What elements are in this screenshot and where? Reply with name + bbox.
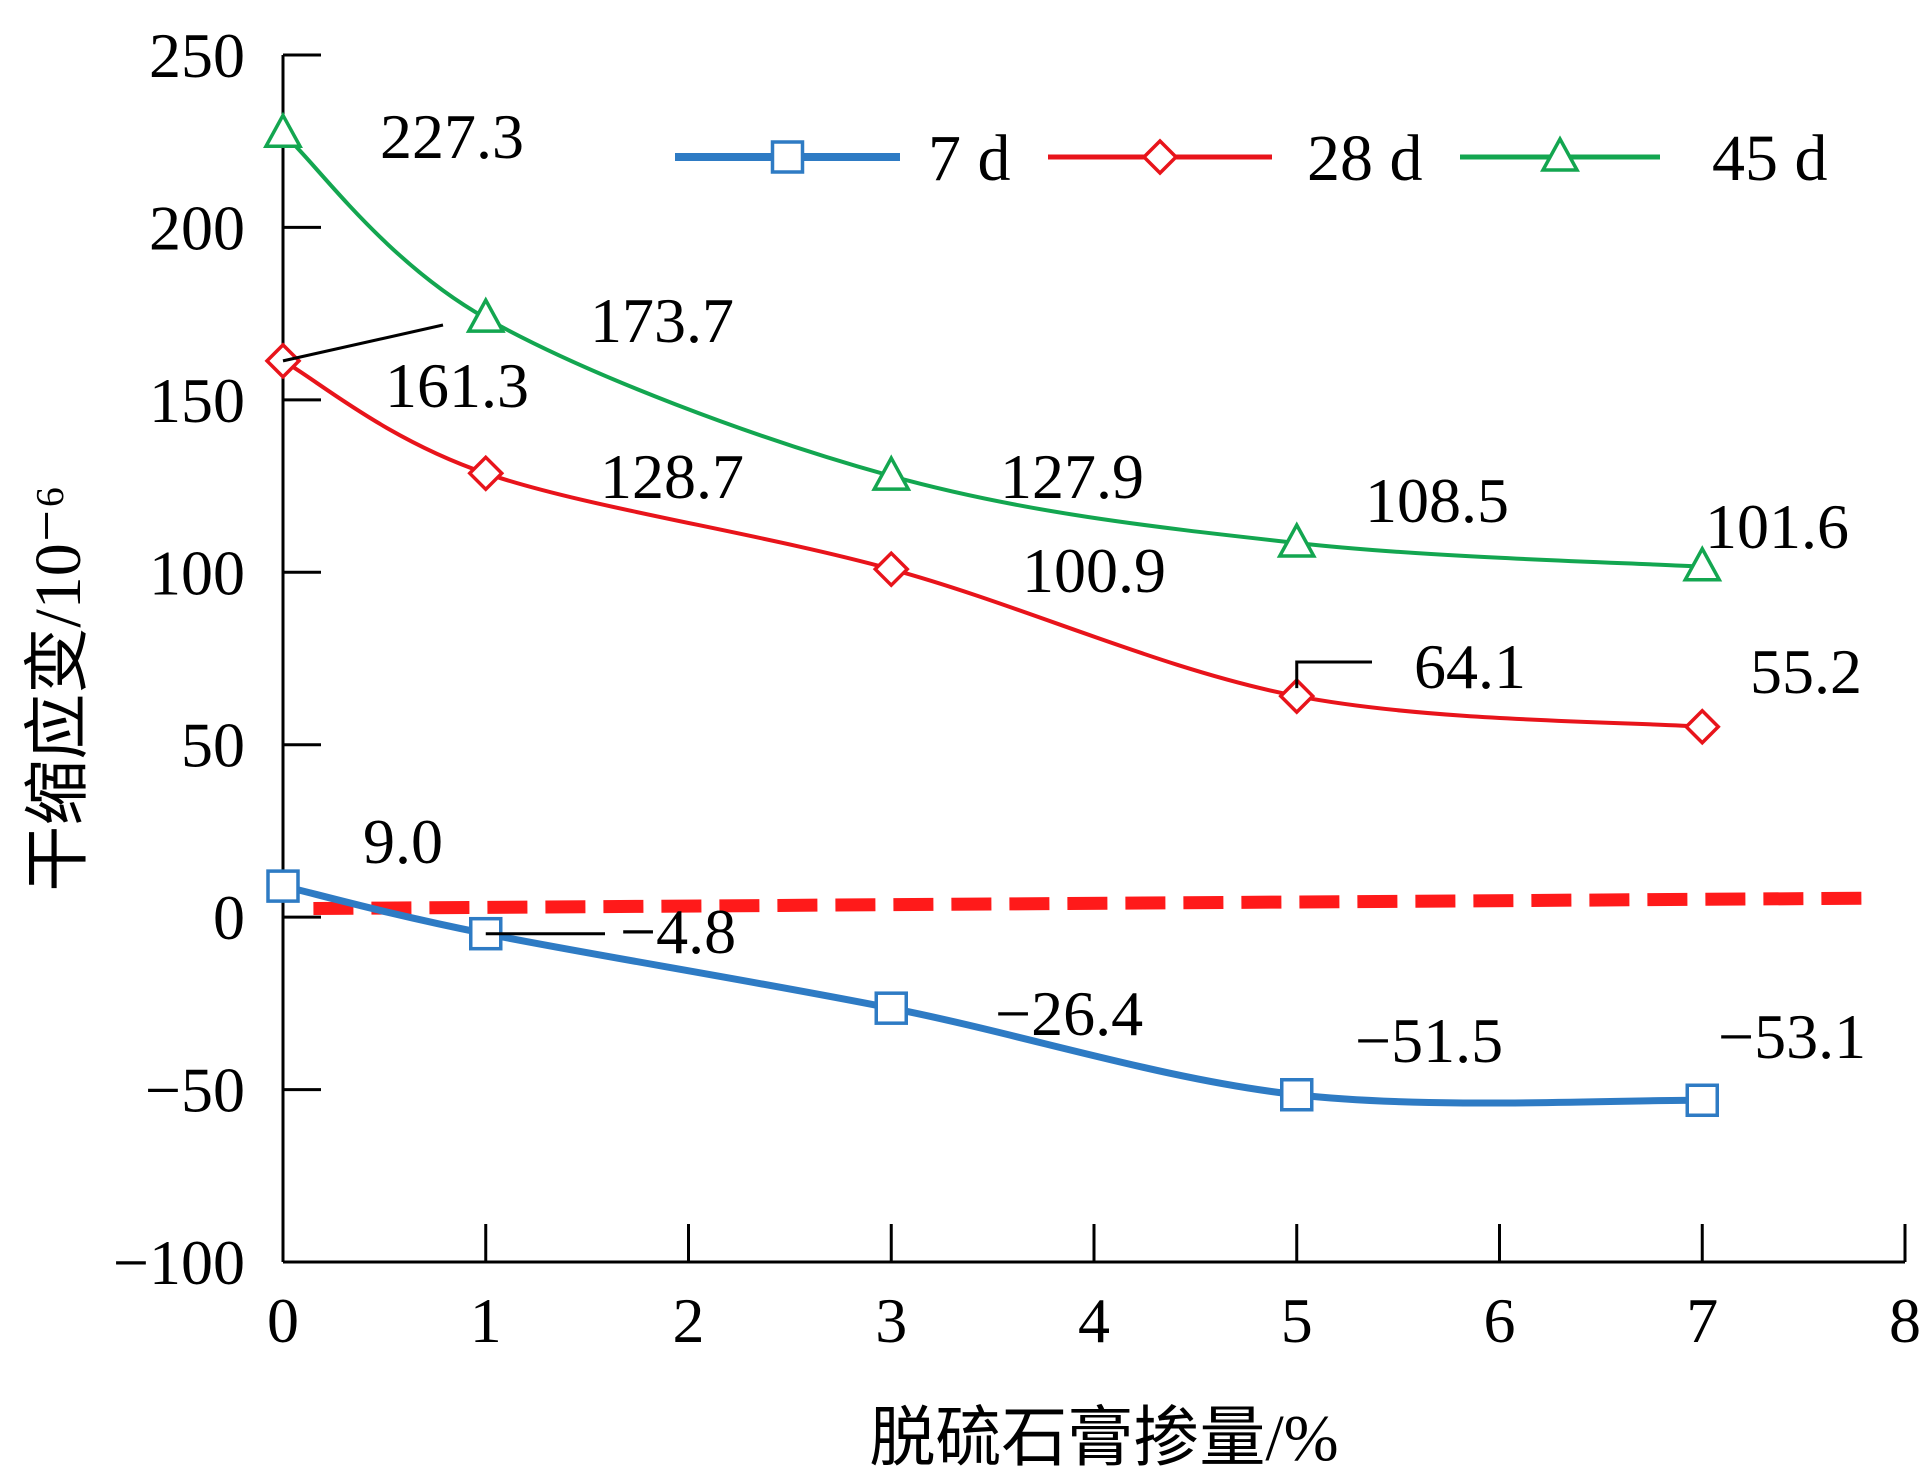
data-point-square <box>1280 1077 1314 1112</box>
data-point-diamond <box>872 550 910 588</box>
y-tick-label: 200 <box>149 192 245 263</box>
data-point-triangle <box>1276 521 1317 558</box>
data-point-diamond <box>1683 708 1721 746</box>
data-label: −53.1 <box>1718 1001 1866 1072</box>
x-tick-label: 5 <box>1281 1285 1313 1356</box>
legend-label: 28 d <box>1307 122 1423 195</box>
legend-marker-triangle <box>1540 135 1580 172</box>
data-point-diamond <box>1278 677 1316 715</box>
x-axis-title: 脱硫石膏掺量/% <box>869 1402 1338 1475</box>
x-tick-label: 1 <box>470 1285 502 1356</box>
data-point-triangle <box>263 111 303 149</box>
series-line-triangle <box>281 131 1703 569</box>
data-label: 100.9 <box>1022 535 1166 606</box>
x-tick-label: 2 <box>673 1285 705 1356</box>
data-label-group: 9.0 −4.8 −26.4 −51.5 −53.1 161.3 128.7 100.9 64.… <box>282 101 1866 1076</box>
leader-line <box>1295 660 1372 689</box>
x-tick-label: 6 <box>1484 1285 1516 1356</box>
data-point-triangle <box>1682 545 1723 582</box>
data-label: 173.7 <box>590 285 734 356</box>
y-tick-label: 50 <box>181 710 245 781</box>
y-tick-label: 100 <box>149 537 245 608</box>
data-point-square <box>874 991 908 1025</box>
data-label: −51.5 <box>1355 1005 1503 1076</box>
legend-marker-square <box>770 140 805 174</box>
legend: 7 d 28 d 45 d <box>675 122 1828 195</box>
data-label: −4.8 <box>620 896 736 967</box>
legend-label: 7 d <box>928 122 1011 195</box>
data-point-triangle <box>465 296 506 333</box>
y-axis-title: 干缩应变/10⁻⁶ <box>22 485 95 891</box>
x-tick-label: 3 <box>875 1285 907 1356</box>
data-point-triangle <box>871 454 912 491</box>
reference-dashed-line <box>313 891 1875 916</box>
data-point-square <box>266 869 300 903</box>
legend-label: 45 d <box>1712 122 1828 195</box>
data-label: 127.9 <box>1000 441 1144 512</box>
y-tick-label: −50 <box>145 1055 245 1126</box>
x-tick-label: 7 <box>1686 1285 1718 1356</box>
x-tick-label: 4 <box>1078 1285 1110 1356</box>
data-point-diamond <box>467 454 505 492</box>
data-label: −26.4 <box>995 978 1143 1049</box>
axes: 250 200 150 100 50 0 −50 −100 0 1 2 3 4 5 6 7 8 <box>113 20 1921 1356</box>
series-line-square <box>282 882 1703 1107</box>
data-label: 55.2 <box>1750 636 1862 707</box>
leader-line <box>282 323 444 363</box>
data-label: 9.0 <box>363 806 443 877</box>
y-tick-label: 150 <box>149 365 245 436</box>
data-label: 128.7 <box>600 441 744 512</box>
data-label: 108.5 <box>1365 465 1509 536</box>
series-group <box>263 111 1723 1118</box>
series-line-diamond <box>282 359 1703 729</box>
data-label: 64.1 <box>1414 631 1526 702</box>
y-tick-label: −100 <box>113 1227 245 1298</box>
data-point-square <box>1685 1083 1719 1118</box>
legend-marker-diamond <box>1141 138 1179 176</box>
data-label: 161.3 <box>385 350 529 421</box>
x-tick-label: 8 <box>1889 1285 1921 1356</box>
data-label: 227.3 <box>380 101 524 172</box>
y-tick-label: 250 <box>149 20 245 91</box>
data-label: 101.6 <box>1705 491 1849 562</box>
x-tick-label: 0 <box>267 1285 299 1356</box>
y-tick-label: 0 <box>213 882 245 953</box>
reference-line-group <box>313 891 1875 916</box>
